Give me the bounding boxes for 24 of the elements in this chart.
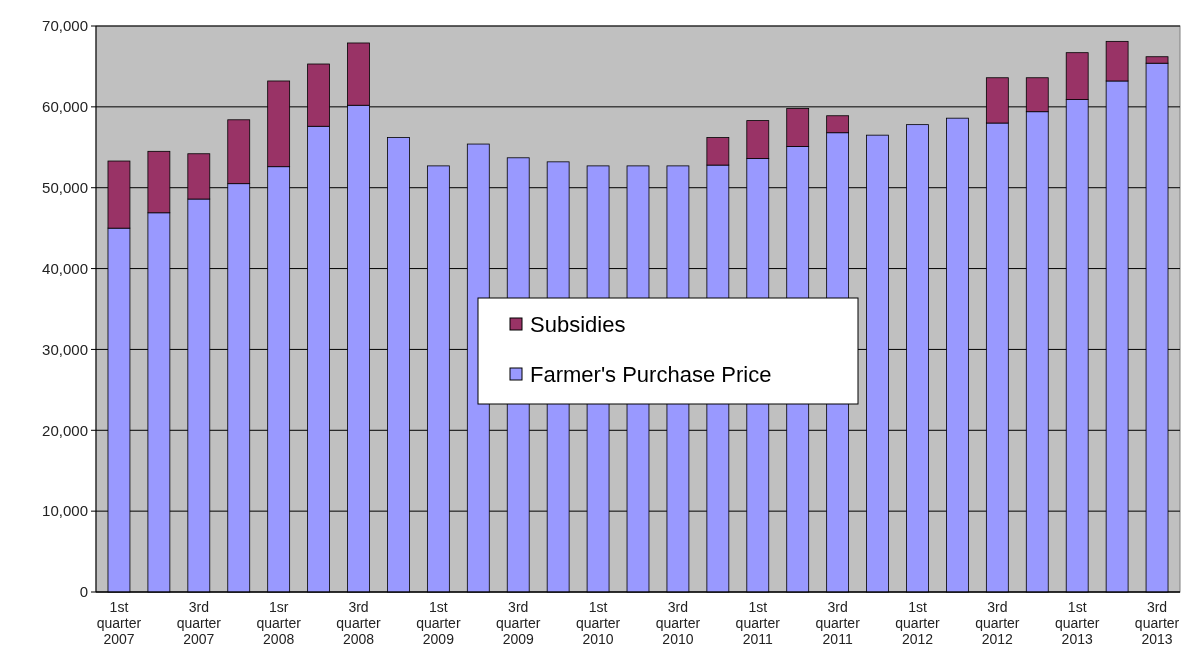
y-tick-label: 40,000 [42,259,88,277]
x-tick-label: 3rd quarter 2009 [496,599,541,647]
x-tick-label: 3rd quarter 2007 [176,599,222,647]
y-tick-label: 10,000 [42,502,88,520]
x-tick-label: 1st quarter 2012 [895,599,940,647]
x-tick-label: 3rd quarter 2012 [975,599,1020,647]
y-tick-label: 50,000 [42,178,88,196]
legend-label: Subsidies [530,311,626,337]
x-tick-label: 1st quarter 2011 [735,599,781,647]
x-tick-label: 3rd quarter 2008 [336,599,382,647]
x-tick-label: 1st quarter 2013 [1055,599,1100,647]
y-tick-label: 20,000 [42,421,88,439]
x-tick-label: 1st quarter 2009 [416,599,461,647]
x-tick-label: 3rd quarter 2011 [815,599,861,647]
y-tick-label: 30,000 [42,340,88,358]
x-tick-label: 1st quarter 2010 [575,599,621,647]
legend-label: Farmer's Purchase Price [530,361,772,387]
x-tick-label: 3rd quarter 2010 [655,599,701,647]
y-tick-label: 70,000 [42,17,88,35]
y-tick-label: 0 [79,583,88,601]
x-tick-label: 3rd quarter 2013 [1134,599,1180,647]
y-tick-label: 60,000 [42,98,88,116]
x-tick-label: 1sr quarter 2008 [256,599,302,647]
x-tick-label: 1st quarter 2007 [96,599,142,647]
